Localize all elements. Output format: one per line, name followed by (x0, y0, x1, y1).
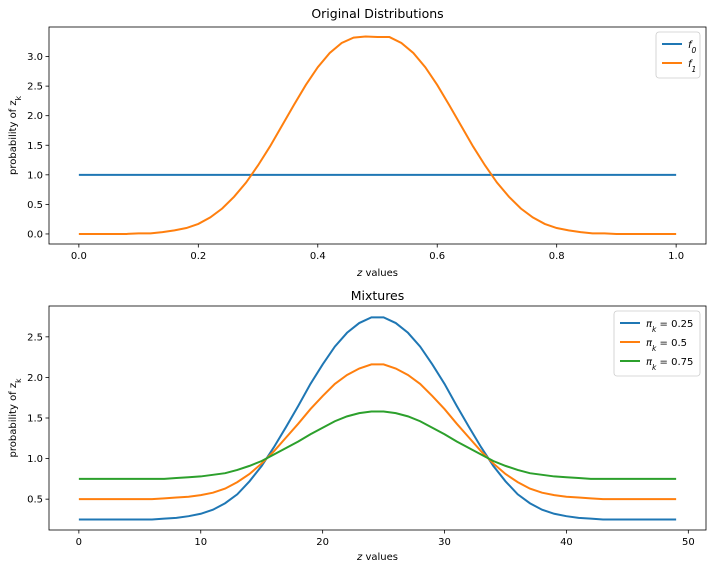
x-tick-label: 0.0 (71, 251, 87, 262)
plot-frame (48, 305, 707, 531)
legend-label: πk = 0.25 (646, 319, 693, 334)
x-tick-label: 20 (316, 537, 329, 548)
x-tick-label: 30 (438, 537, 451, 548)
y-tick-label: 2.5 (27, 82, 43, 93)
y-tick-label: 1.5 (27, 414, 43, 425)
x-tick-label: 50 (682, 537, 695, 548)
series-line-3 (78, 410, 677, 480)
series-line-2 (78, 35, 677, 235)
x-tick-label: 10 (194, 537, 207, 548)
plot-frame (48, 26, 707, 245)
y-tick-label: 0.0 (27, 229, 43, 240)
x-tick-label: 1.0 (668, 251, 684, 262)
x-tick-label: 0.6 (429, 251, 445, 262)
y-tick-label: 1.0 (27, 170, 43, 181)
x-tick-label: 0 (76, 537, 82, 548)
legend-label: f0 (688, 40, 697, 55)
legend-label: πk = 0.5 (646, 338, 687, 353)
series-line-1 (78, 316, 677, 521)
x-tick-label: 40 (560, 537, 573, 548)
y-tick-label: 0.5 (27, 495, 43, 506)
x-tick-label: 0.2 (190, 251, 206, 262)
legend: πk = 0.25 πk = 0.5 πk = 0.75 (613, 310, 701, 377)
y-tick-label: 1.0 (27, 454, 43, 465)
y-tick-label: 1.5 (27, 141, 43, 152)
y-tick-label: 2.5 (27, 332, 43, 343)
chart-title: Mixtures (351, 288, 405, 303)
chart-2: Mixtures 0 10 20 30 40 50 0.5 1.0 1.5 2.0 2.5 z valu… (8, 288, 707, 563)
y-tick-label: 3.0 (27, 52, 43, 63)
x-axis-label: z values (356, 268, 398, 279)
y-tick-label: 2.0 (27, 111, 43, 122)
x-axis-label: z values (356, 552, 398, 563)
x-tick-label: 0.4 (310, 251, 326, 262)
legend-box (613, 310, 701, 377)
legend-label: πk = 0.75 (646, 357, 693, 372)
x-tick-label: 0.8 (549, 251, 565, 262)
y-tick-label: 2.0 (27, 373, 43, 384)
y-axis-label: probability of zk (8, 95, 23, 175)
chart-title: Original Distributions (311, 6, 443, 21)
y-tick-label: 0.5 (27, 200, 43, 211)
y-axis-label: probability of zk (8, 378, 23, 458)
legend-label: f1 (688, 59, 696, 74)
chart-1: Original Distributions 0.0 0.2 0.4 0.6 0.8 1.0… (8, 6, 707, 279)
series-line-2 (78, 363, 677, 501)
